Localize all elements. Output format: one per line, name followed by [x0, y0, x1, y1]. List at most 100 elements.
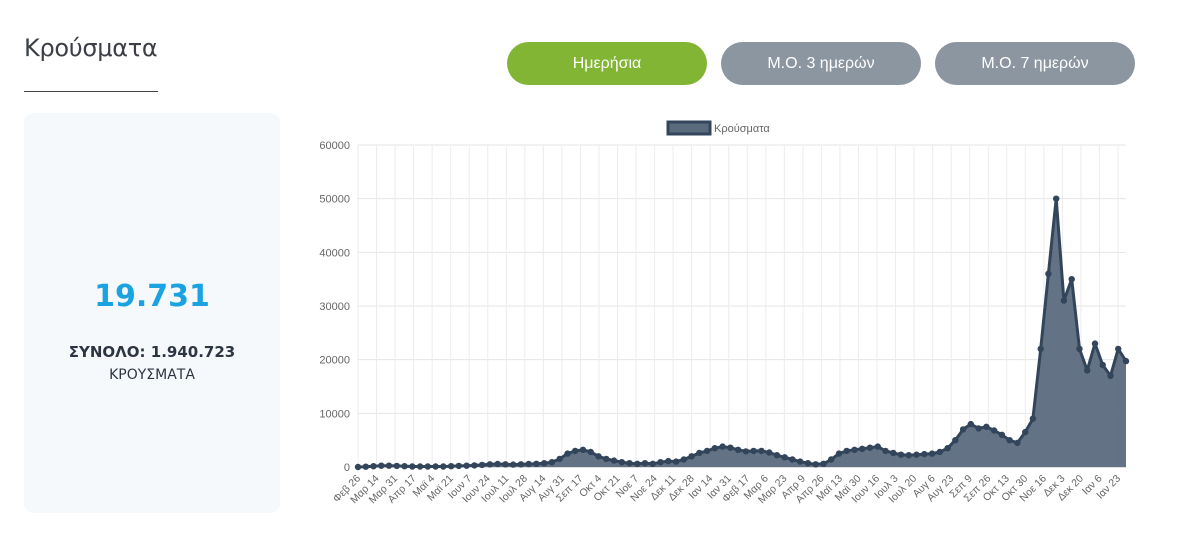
- data-point: [882, 447, 889, 455]
- data-point: [766, 449, 773, 456]
- data-point: [975, 425, 982, 432]
- data-point: [378, 462, 385, 469]
- today-cases-value: 19.731: [94, 279, 210, 314]
- data-point: [742, 448, 750, 455]
- data-point: [541, 460, 548, 467]
- data-point: [1076, 345, 1083, 353]
- data-point: [828, 456, 835, 463]
- data-point: [703, 447, 711, 455]
- data-point: [680, 456, 687, 463]
- data-point: [1022, 428, 1029, 436]
- data-point: [672, 458, 680, 465]
- summary-card: 19.731 ΣΥΝΟΛΟ: 1.940.723 ΚΡΟΥΣΜΑΤΑ: [24, 113, 280, 513]
- data-point: [1006, 437, 1013, 444]
- chart-grid: [357, 144, 1126, 468]
- data-point: [440, 463, 447, 470]
- data-point: [944, 445, 951, 452]
- data-point: [1029, 415, 1037, 422]
- data-point: [928, 450, 936, 457]
- data-point: [579, 446, 587, 453]
- data-point: [804, 460, 812, 467]
- data-point: [1091, 340, 1099, 347]
- data-point: [510, 461, 517, 468]
- data-point: [812, 461, 819, 468]
- data-point: [665, 457, 672, 465]
- chart-legend[interactable]: Κρούσματα: [666, 120, 770, 136]
- page-title: Κρούσματα: [24, 34, 158, 62]
- data-point: [478, 461, 486, 469]
- cases-series-area: [358, 198, 1126, 467]
- data-point: [401, 463, 408, 470]
- data-point: [1068, 276, 1075, 283]
- y-axis-ticks: 0 10000 20000 30000 40000 50000 60000: [319, 140, 350, 474]
- data-point: [835, 450, 843, 457]
- data-point: [548, 459, 556, 466]
- data-point: [998, 431, 1006, 438]
- cases-chart: 0 10000 20000 30000 40000 50000 60000 Φεβ 26Μα…: [319, 120, 1130, 506]
- total-cases-unit: ΚΡΟΥΣΜΑΤΑ: [109, 367, 195, 383]
- cases-series-line: [357, 197, 1128, 469]
- data-point: [432, 463, 439, 470]
- avg7-toggle-button[interactable]: Μ.Ο. 7 ημερών: [935, 42, 1135, 85]
- data-point: [587, 448, 594, 456]
- data-point: [905, 452, 912, 459]
- data-point: [967, 420, 974, 428]
- data-point: [688, 453, 695, 460]
- data-point: [641, 460, 649, 467]
- legend-label: Κρούσματα: [714, 123, 770, 135]
- y-tick-label: 10000: [319, 408, 350, 420]
- data-point: [572, 447, 579, 455]
- data-point: [851, 446, 858, 453]
- data-point: [370, 463, 377, 470]
- data-point: [719, 443, 726, 450]
- data-point: [409, 463, 416, 470]
- data-point: [1107, 372, 1114, 379]
- data-point: [1014, 439, 1021, 447]
- data-point: [773, 452, 781, 459]
- data-point: [517, 461, 525, 468]
- data-point: [603, 455, 610, 463]
- data-point: [556, 455, 563, 463]
- data-point: [734, 446, 742, 453]
- data-point: [362, 463, 369, 470]
- data-point: [843, 447, 850, 455]
- data-point: [1053, 195, 1060, 202]
- data-point: [711, 445, 718, 452]
- data-point: [913, 451, 920, 458]
- data-point: [750, 447, 757, 455]
- data-point: [634, 460, 641, 467]
- total-cases-line: ΣΥΝΟΛΟ: 1.940.723: [68, 343, 236, 361]
- y-tick-label: 50000: [319, 194, 350, 206]
- data-point: [983, 423, 990, 430]
- data-point: [564, 450, 571, 457]
- data-point: [921, 450, 928, 458]
- data-point: [1115, 345, 1122, 353]
- y-tick-label: 20000: [319, 355, 350, 367]
- cases-series-points: [354, 195, 1130, 471]
- data-point: [494, 460, 501, 468]
- data-point: [649, 460, 656, 467]
- data-point: [758, 447, 765, 455]
- data-point: [959, 426, 967, 433]
- data-point: [610, 457, 618, 464]
- data-point: [486, 461, 494, 468]
- data-point: [595, 453, 602, 460]
- data-point: [502, 461, 509, 468]
- data-point: [952, 437, 959, 444]
- daily-toggle-button[interactable]: Ημερήσια: [507, 42, 707, 85]
- data-point: [525, 460, 532, 468]
- data-point: [874, 443, 881, 450]
- avg3-toggle-button[interactable]: Μ.Ο. 3 ημερών: [721, 42, 921, 85]
- data-point: [1037, 345, 1044, 353]
- data-point: [797, 458, 804, 465]
- data-point: [463, 462, 470, 469]
- data-point: [1122, 357, 1130, 365]
- data-point: [393, 462, 400, 470]
- data-point: [890, 449, 897, 457]
- data-point: [626, 460, 633, 467]
- data-point: [781, 454, 788, 461]
- data-point: [866, 444, 874, 451]
- data-point: [789, 456, 796, 463]
- data-point: [859, 445, 866, 452]
- data-point: [354, 463, 362, 471]
